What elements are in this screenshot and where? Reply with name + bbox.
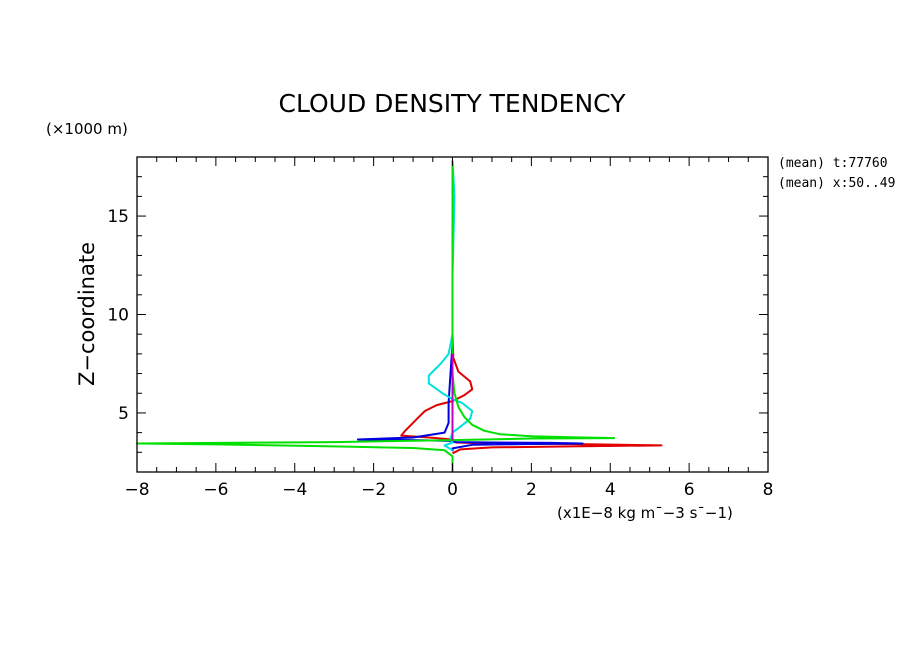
x-tick-label: −4 bbox=[282, 480, 307, 500]
y-tick-label: 5 bbox=[118, 404, 129, 424]
chart-title: CLOUD DENSITY TENDENCY bbox=[279, 89, 627, 118]
x-tick-label: 4 bbox=[605, 480, 616, 500]
axis-layer: −8 −6 −4 −2 0 2 4 6 8 5 10 15 bbox=[107, 156, 774, 500]
annotation-x-mean: (mean) x:50..49 bbox=[778, 176, 895, 191]
x-axis-label: (x1E−8 kg m¯−3 s¯−1) bbox=[557, 504, 733, 522]
y-tick-label: 15 bbox=[107, 207, 129, 227]
x-tick-label: −8 bbox=[124, 480, 149, 500]
x-tick-label: −2 bbox=[361, 480, 386, 500]
x-tick-label: −6 bbox=[203, 480, 228, 500]
series-line-1 bbox=[400, 160, 663, 455]
x-tick-label: 6 bbox=[684, 480, 695, 500]
y-axis-label: Z−coordinate bbox=[75, 242, 99, 386]
x-tick-label: 8 bbox=[763, 480, 774, 500]
y-tick-label: 10 bbox=[107, 306, 129, 326]
series-layer bbox=[136, 160, 663, 472]
x-tick-label: 0 bbox=[447, 480, 458, 500]
series-line-4 bbox=[136, 160, 616, 472]
annotation-time-mean: (mean) t:77760 bbox=[778, 156, 888, 171]
y-unit-label: (×1000 m) bbox=[46, 120, 128, 138]
x-tick-label: 2 bbox=[526, 480, 537, 500]
